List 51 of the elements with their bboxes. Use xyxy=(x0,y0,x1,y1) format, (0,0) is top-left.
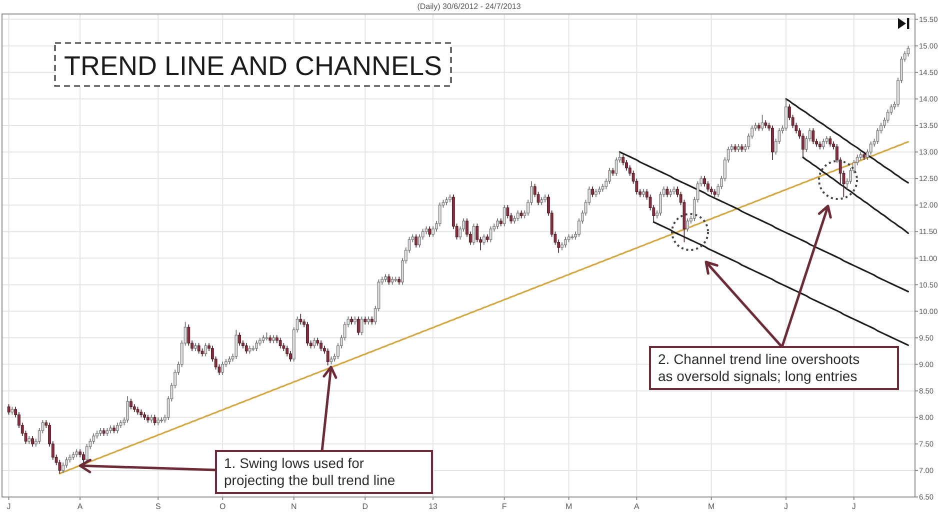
candlestick xyxy=(278,337,282,349)
x-tick-label: 13 xyxy=(428,502,438,511)
candlestick xyxy=(591,186,594,198)
candlestick xyxy=(255,340,258,352)
candlestick xyxy=(320,340,322,352)
line-series xyxy=(802,156,910,234)
x-tick-label: A xyxy=(634,502,640,511)
annotation: 2. Channel trend line overshoots as oversold signals; long entries xyxy=(658,351,860,384)
x-tick-label: S xyxy=(155,502,161,511)
candlestick xyxy=(244,342,248,354)
x-tick-label: J xyxy=(6,502,11,511)
candlestick xyxy=(306,321,309,346)
candlestick xyxy=(822,138,825,150)
candlestick xyxy=(812,128,815,144)
candlestick xyxy=(153,414,156,426)
text: TREND LINE AND CHANNELS xyxy=(64,51,442,81)
x-tick-label: A xyxy=(77,502,84,511)
x-tick-label: M xyxy=(708,502,716,511)
candlestick xyxy=(326,348,330,366)
candlestick xyxy=(482,234,486,246)
annotation: 1. Swing lows used for projecting the bull trend line xyxy=(224,455,396,488)
x-tick-label: D xyxy=(362,502,368,511)
candlestick xyxy=(516,210,520,222)
candlestick xyxy=(828,136,832,148)
candlestick xyxy=(496,218,499,230)
candlestick xyxy=(356,316,360,336)
candlestick xyxy=(130,398,132,410)
candlestick xyxy=(414,234,418,248)
line-series xyxy=(652,221,910,346)
x-tick-label: J xyxy=(852,502,856,511)
x-tick-label: M xyxy=(565,502,572,511)
candlestick xyxy=(204,342,208,357)
line-series xyxy=(618,151,910,292)
chart-subtitle: (Daily) 30/6/2012 - 24/7/2013 xyxy=(417,2,522,11)
candlestick xyxy=(116,422,119,434)
line-series xyxy=(58,141,910,474)
candlestick xyxy=(197,342,200,354)
candlestick xyxy=(82,451,85,463)
x-tick-label: J xyxy=(784,502,788,511)
candlestick xyxy=(428,226,432,238)
candlestick xyxy=(387,274,390,286)
x-tick-label: N xyxy=(291,502,297,511)
candlestick xyxy=(299,313,302,325)
candlestick xyxy=(7,404,10,416)
candlestick xyxy=(31,436,34,447)
candlestick xyxy=(238,332,242,346)
x-tick-label: O xyxy=(219,502,226,511)
x-tick-label: F xyxy=(502,502,507,511)
line-series xyxy=(785,98,910,184)
candlestick xyxy=(771,125,774,160)
candlestick xyxy=(666,186,669,198)
